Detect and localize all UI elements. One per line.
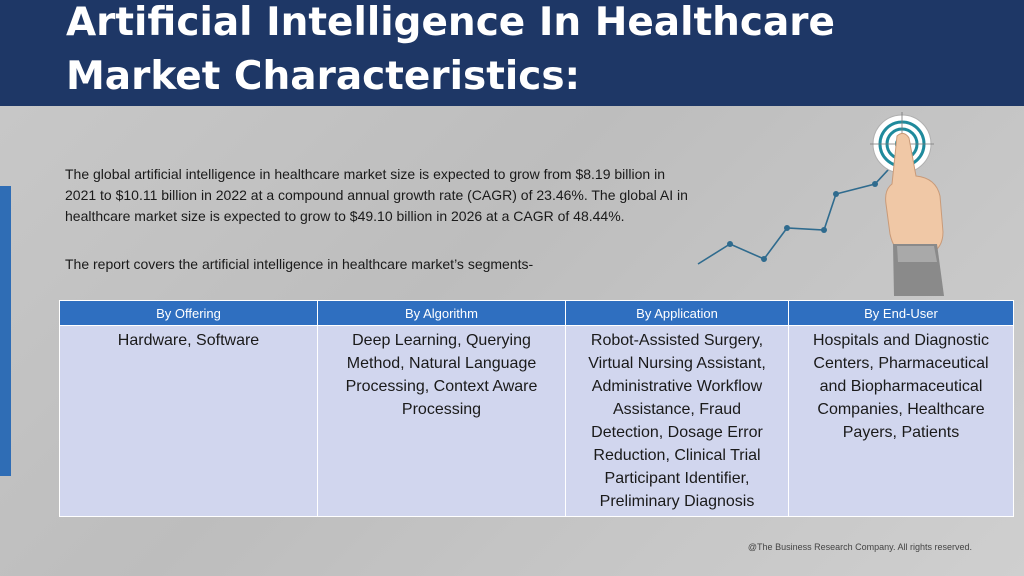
cell-offering: Hardware, Software — [59, 325, 318, 517]
header-by-application: By Application — [565, 300, 789, 326]
cell-algorithm: Deep Learning, Querying Method, Natural … — [317, 325, 566, 517]
growth-illustration — [697, 112, 944, 296]
title-line-1: Artificial Intelligence In Healthcare — [66, 0, 835, 45]
market-size-paragraph: The global artificial intelligence in he… — [65, 166, 688, 224]
table-header-row: By Offering By Algorithm By Application … — [59, 300, 1014, 326]
cell-end-user: Hospitals and Diagnostic Centers, Pharma… — [788, 325, 1014, 517]
accent-bar — [0, 186, 11, 476]
copyright-footer: @The Business Research Company. All righ… — [747, 542, 972, 552]
table-row: Hardware, Software Deep Learning, Queryi… — [59, 325, 1014, 517]
cell-application: Robot-Assisted Surgery, Virtual Nursing … — [565, 325, 789, 517]
segments-table: By Offering By Algorithm By Application … — [59, 300, 1014, 517]
header-by-end-user: By End-User — [788, 300, 1014, 326]
growth-line-chart-icon — [697, 155, 902, 265]
segments-intro-paragraph: The report covers the artificial intelli… — [65, 256, 534, 272]
header-by-algorithm: By Algorithm — [317, 300, 566, 326]
pointing-hand-icon — [885, 132, 944, 296]
slide-title: Artificial Intelligence In Healthcare Ma… — [66, 0, 866, 104]
header-by-offering: By Offering — [59, 300, 318, 326]
title-banner: Artificial Intelligence In Healthcare Ma… — [0, 0, 1024, 106]
title-line-2: Market Characteristics: — [66, 54, 581, 99]
